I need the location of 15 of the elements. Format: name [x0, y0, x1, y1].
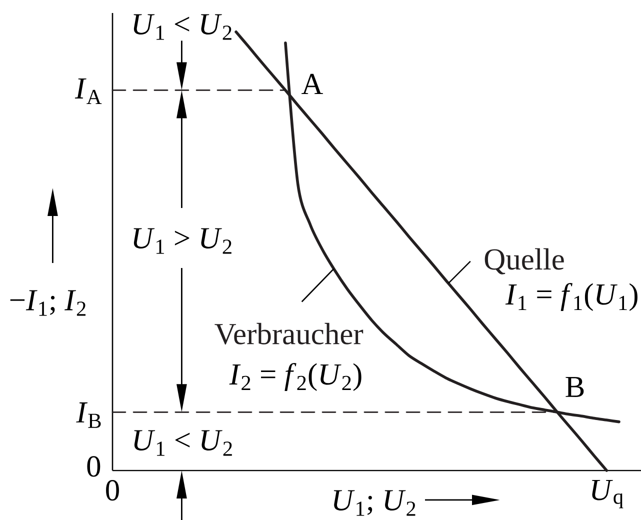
series-label: Quelle: [484, 248, 564, 274]
annotation: U$_{1}$ < U$_{2}$: [134, 14, 232, 40]
annotation: U$_{1}$ < U$_{2}$: [134, 430, 232, 456]
text: I$_{2}$ = f$_{2}$(U$_{2}$): [229, 363, 362, 391]
text: I$_{B}$: [76, 402, 101, 428]
annotation: U$_{1}$ > U$_{2}$: [134, 228, 232, 254]
x-tick-label: U$_{q}$: [592, 480, 624, 508]
text: 0: [87, 456, 100, 477]
annotation: B: [566, 376, 584, 398]
text: I$_{A}$: [74, 78, 102, 104]
x-axis-title: U$_{1}$; U$_{2}$: [334, 490, 416, 516]
series-label: Verbraucher: [214, 322, 364, 345]
y-axis-title: −I$_{1}$; I$_{2}$: [10, 290, 86, 316]
annotation: A: [302, 74, 323, 94]
text: I$_{1}$ = f$_{1}$(U$_{1}$): [505, 283, 638, 311]
